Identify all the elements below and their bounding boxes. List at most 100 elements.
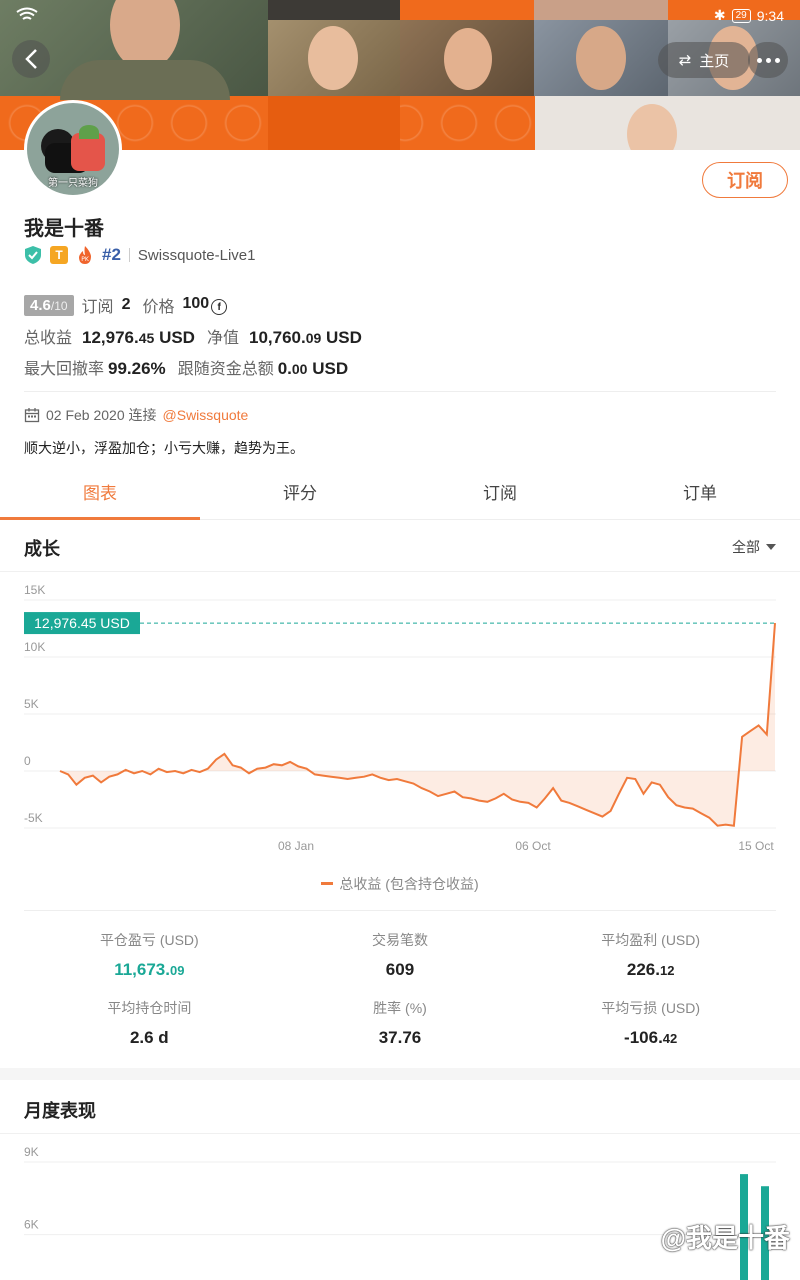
banner-photo-6 — [534, 20, 668, 96]
tab-rating[interactable]: 评分 — [283, 484, 317, 503]
equity-value: 10,760.09 USD — [248, 328, 362, 347]
price-label: 价格 — [142, 299, 175, 316]
growth-title: 成长 — [24, 539, 60, 559]
stat-value: 609 — [385, 960, 415, 979]
stat-value: 11,673.09 — [114, 960, 185, 979]
subs-value: 2 — [121, 296, 131, 313]
broker-link[interactable]: @Swissquote — [162, 407, 249, 423]
drawdown-value: 99.26% — [108, 359, 166, 378]
banner-photo-5 — [534, 0, 668, 20]
price-value: 100 f — [182, 295, 228, 316]
section-gap — [0, 1068, 800, 1080]
x-tick-label: 15 Oct — [738, 839, 774, 853]
stat-avg-profit: 平均盈利 (USD) 226.12 — [525, 930, 776, 980]
more-button[interactable] — [748, 42, 788, 78]
bluetooth-icon: ✱ — [713, 7, 726, 23]
stat-closed-pnl: 平仓盈亏 (USD) 11,673.09 — [24, 930, 275, 980]
rating-row: 4.6/10 订阅 2 价格 100 f — [24, 293, 228, 317]
subs-label: 订阅 — [81, 299, 114, 316]
monthly-title: 月度表现 — [24, 1101, 96, 1121]
stat-label: 平均亏损 (USD) — [601, 1000, 701, 1016]
x-tick-label: 06 Oct — [515, 839, 551, 853]
series-area — [60, 623, 775, 826]
legend-label: 总收益 (包含持仓收益) — [339, 876, 479, 892]
monthly-bar — [740, 1174, 748, 1280]
banner-photo-4 — [400, 20, 534, 96]
range-filter[interactable]: 全部 — [732, 537, 776, 557]
chevron-left-icon — [25, 49, 37, 69]
equity-label: 净值 — [206, 330, 239, 347]
tab-subscriptions[interactable]: 订阅 — [483, 484, 517, 503]
battery-icon: 29 — [731, 8, 751, 23]
avatar-caption: 第一只菜狗 — [48, 178, 98, 189]
banner-photo-2 — [268, 0, 400, 20]
growth-chart: 15K 10K 5K 0 -5K 12,976.45 USD 08 Jan 06 Oct 15 … — [24, 583, 776, 853]
rating-badge[interactable]: 4.6/10 — [24, 294, 74, 316]
chart-legend: 总收益 (包含持仓收益) — [0, 874, 800, 894]
follow-label: 跟随资金总额 — [177, 361, 274, 378]
trader-name: 我是十番 — [24, 218, 104, 240]
stat-value: 2.6 d — [129, 1028, 169, 1047]
drawdown-row: 最大回撤率 99.26% 跟随资金总额 0.00 USD — [24, 355, 348, 379]
tab-chart[interactable]: 图表 — [0, 470, 200, 520]
tab-orders[interactable]: 订单 — [683, 484, 717, 503]
t-badge-icon: T — [50, 246, 68, 264]
series-line — [59, 623, 776, 827]
y-tick-label: 0 — [24, 754, 31, 768]
badge-separator — [128, 248, 130, 262]
y-tick-label: -5K — [24, 811, 43, 825]
y-tick-label: 6K — [24, 1218, 39, 1232]
stats-divider — [24, 910, 776, 911]
monthly-header-divider — [0, 1133, 800, 1134]
profile-divider — [24, 391, 776, 392]
total-profit-label: 总收益 — [24, 330, 73, 347]
x-tick-label: 08 Jan — [278, 839, 314, 853]
tab-bar: 图表 评分 订阅 订单 — [0, 470, 800, 520]
stat-label: 平仓盈亏 (USD) — [99, 932, 199, 948]
more-icon — [756, 57, 762, 63]
home-button-label: 主页 — [699, 52, 730, 70]
stat-label: 交易笔数 — [371, 932, 428, 948]
swap-icon: ⇄ — [678, 52, 692, 69]
stat-value: 37.76 — [378, 1028, 422, 1047]
growth-header-divider — [0, 571, 800, 572]
calendar-icon — [24, 408, 40, 423]
badge-row: T PK #2 Swissquote-Live1 — [24, 244, 255, 266]
follow-value: 0.00 USD — [277, 359, 349, 378]
stat-label: 平均持仓时间 — [107, 1000, 192, 1016]
back-button[interactable] — [12, 40, 50, 78]
subscribe-button[interactable]: 订阅 — [702, 162, 788, 198]
stat-value: -106.42 — [624, 1028, 678, 1047]
current-value-badge — [24, 612, 140, 635]
avatar[interactable]: 第一只菜狗 — [24, 100, 122, 198]
monthly-bar — [761, 1186, 769, 1280]
joined-row: 02 Feb 2020 连接 @Swissquote — [24, 405, 248, 425]
home-button[interactable]: ⇄ 主页 — [658, 42, 750, 78]
banner-photo-8 — [535, 96, 800, 150]
caret-down-icon — [766, 544, 776, 550]
stats-grid: 平仓盈亏 (USD) 11,673.09 交易笔数 609 平均盈利 (USD)… — [24, 930, 776, 1048]
banner-photo-3 — [268, 20, 400, 96]
y-tick-label: 9K — [24, 1145, 39, 1159]
stat-value: 226.12 — [626, 960, 675, 979]
broker-label: Swissquote-Live1 — [137, 246, 256, 264]
stat-label: 胜率 (%) — [373, 1000, 427, 1016]
y-tick-label: 10K — [24, 640, 45, 654]
stat-label: 平均盈利 (USD) — [601, 932, 701, 948]
banner-photo-9 — [268, 96, 400, 150]
y-tick-label: 15K — [24, 583, 45, 597]
coin-icon: f — [211, 299, 228, 316]
header-banner: ✱ 29 9:34 ⇄ 主页 — [0, 0, 800, 150]
drawdown-label: 最大回撤率 — [24, 361, 105, 378]
total-profit-value: 12,976.45 USD — [82, 328, 195, 347]
banner-photo-1 — [0, 0, 268, 100]
joined-date: 02 Feb 2020 连接 — [46, 407, 157, 423]
legend-swatch — [321, 882, 334, 885]
rank-label: #2 — [102, 245, 121, 264]
stat-win-rate: 胜率 (%) 37.76 — [275, 998, 526, 1048]
profit-row: 总收益 12,976.45 USD 净值 10,760.09 USD — [24, 324, 362, 348]
stat-avg-hold-time: 平均持仓时间 2.6 d — [24, 998, 275, 1048]
monthly-chart: 9K6K3K — [24, 1145, 776, 1280]
stat-avg-loss: 平均亏损 (USD) -106.42 — [525, 998, 776, 1048]
svg-text:PK: PK — [81, 256, 90, 263]
